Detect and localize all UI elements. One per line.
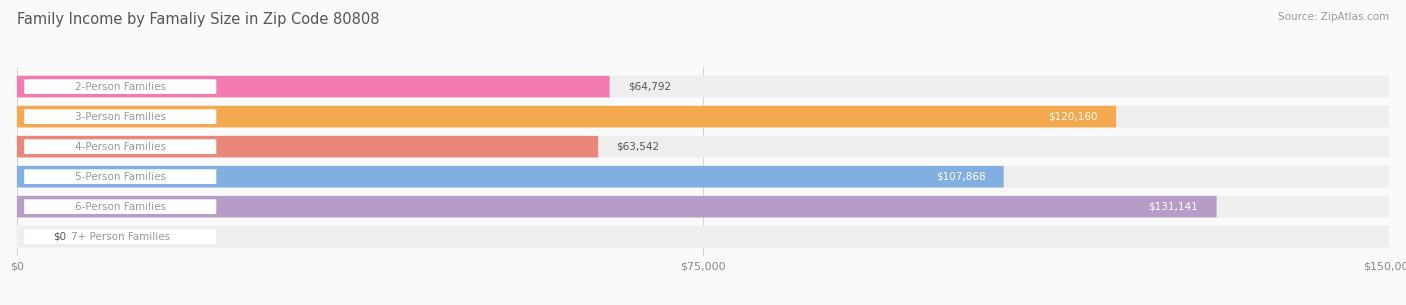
FancyBboxPatch shape: [24, 169, 217, 184]
Text: $64,792: $64,792: [628, 82, 671, 92]
FancyBboxPatch shape: [17, 76, 1389, 97]
Text: 6-Person Families: 6-Person Families: [75, 202, 166, 212]
Text: Source: ZipAtlas.com: Source: ZipAtlas.com: [1278, 12, 1389, 22]
Text: $107,868: $107,868: [936, 172, 986, 182]
FancyBboxPatch shape: [24, 139, 217, 154]
Text: $63,542: $63,542: [616, 142, 659, 152]
Text: $0: $0: [53, 232, 66, 242]
Text: 5-Person Families: 5-Person Families: [75, 172, 166, 182]
FancyBboxPatch shape: [24, 79, 217, 94]
Text: 7+ Person Families: 7+ Person Families: [70, 232, 170, 242]
FancyBboxPatch shape: [24, 229, 217, 244]
FancyBboxPatch shape: [17, 166, 1004, 188]
FancyBboxPatch shape: [17, 136, 1389, 157]
FancyBboxPatch shape: [17, 166, 1389, 188]
FancyBboxPatch shape: [24, 199, 217, 214]
FancyBboxPatch shape: [24, 109, 217, 124]
FancyBboxPatch shape: [17, 106, 1389, 127]
Text: $120,160: $120,160: [1049, 112, 1098, 122]
Text: 2-Person Families: 2-Person Families: [75, 82, 166, 92]
FancyBboxPatch shape: [17, 226, 1389, 247]
FancyBboxPatch shape: [17, 196, 1216, 217]
FancyBboxPatch shape: [17, 196, 1389, 217]
FancyBboxPatch shape: [17, 106, 1116, 127]
Text: 4-Person Families: 4-Person Families: [75, 142, 166, 152]
Text: $131,141: $131,141: [1149, 202, 1198, 212]
FancyBboxPatch shape: [17, 136, 598, 157]
Text: 3-Person Families: 3-Person Families: [75, 112, 166, 122]
FancyBboxPatch shape: [17, 76, 610, 97]
Text: Family Income by Famaliy Size in Zip Code 80808: Family Income by Famaliy Size in Zip Cod…: [17, 12, 380, 27]
